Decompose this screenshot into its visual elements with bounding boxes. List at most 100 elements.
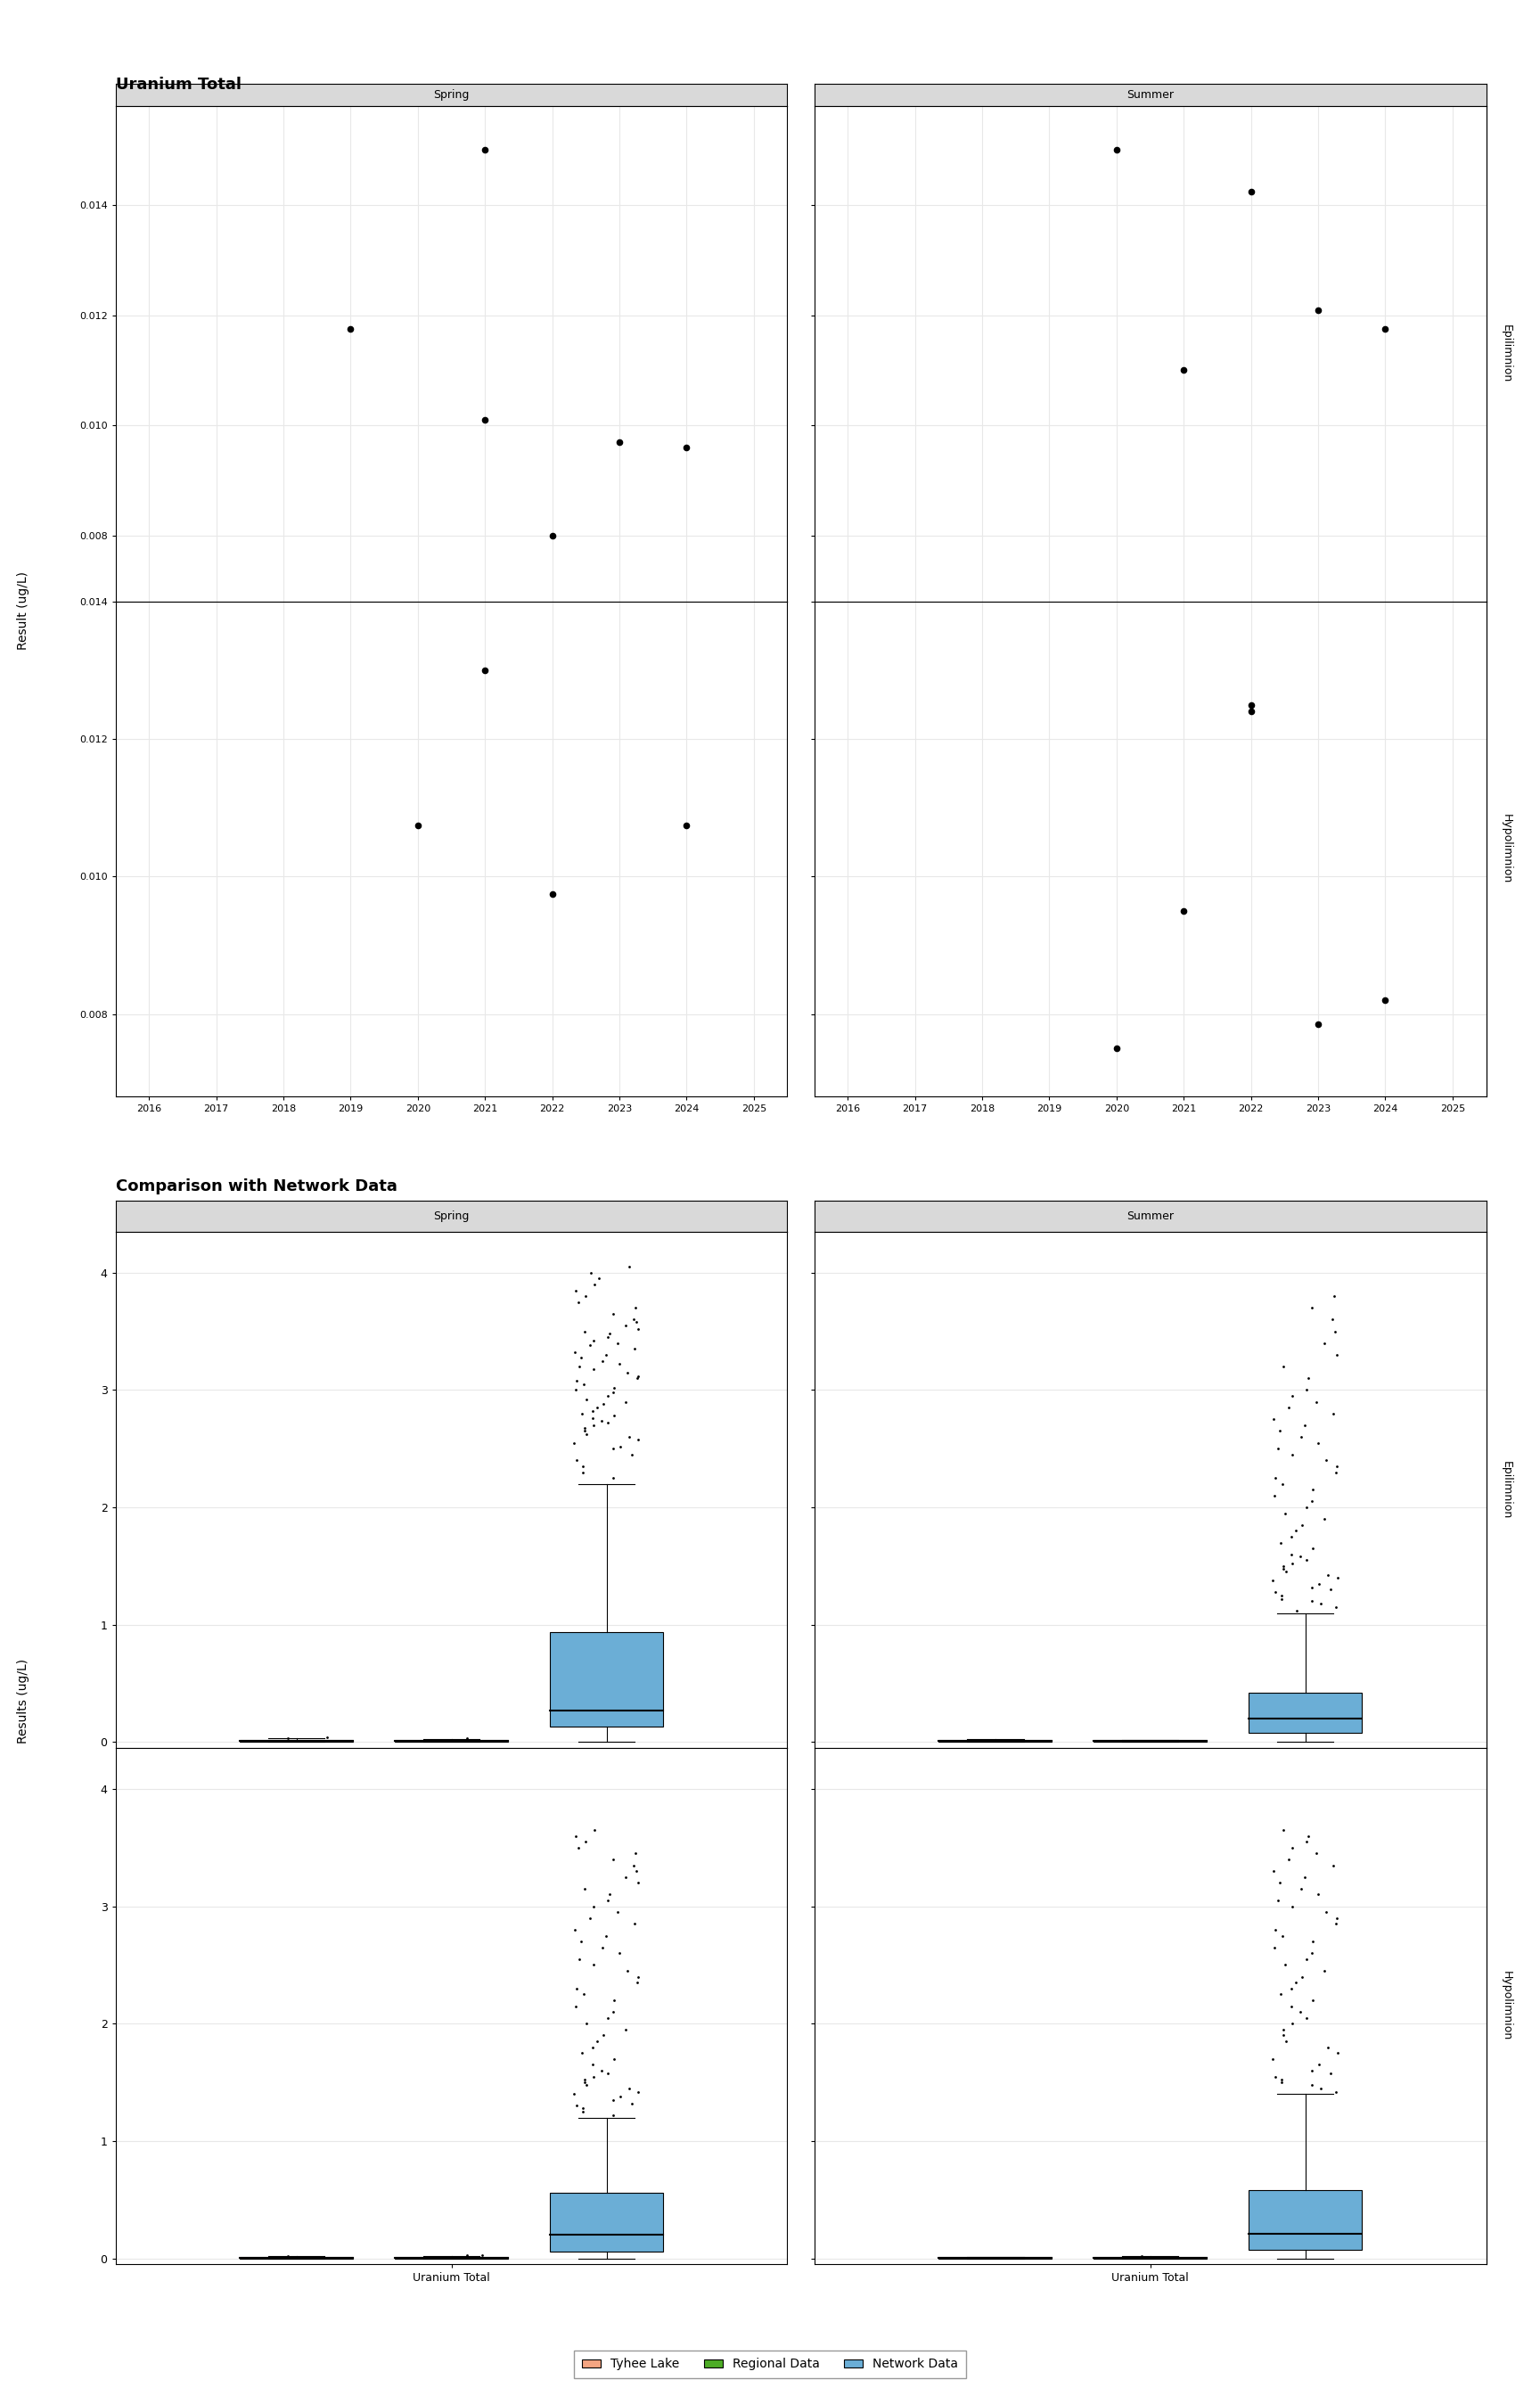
Point xyxy=(1324,1447,1349,1486)
Point xyxy=(570,1394,594,1433)
Point xyxy=(1261,1399,1286,1438)
Bar xyxy=(550,2192,664,2252)
Point xyxy=(601,1430,625,1469)
Point xyxy=(601,2080,625,2118)
Point xyxy=(621,1301,645,1339)
Point xyxy=(1280,1828,1304,1866)
Point xyxy=(601,1373,625,1411)
Y-axis label: Epilimnion: Epilimnion xyxy=(1502,326,1512,383)
Point xyxy=(1267,1411,1292,1450)
Point xyxy=(590,2051,614,2089)
Point xyxy=(582,1265,607,1303)
Point xyxy=(1266,1430,1291,1469)
Point xyxy=(1324,1335,1349,1373)
Point xyxy=(601,1459,625,1498)
Point xyxy=(627,1864,651,1902)
Point xyxy=(602,1368,627,1406)
Point xyxy=(574,2005,599,2044)
Point xyxy=(618,2070,642,2108)
Point xyxy=(591,2017,616,2056)
Point xyxy=(1104,1030,1129,1069)
Point xyxy=(1269,1524,1294,1562)
Point xyxy=(624,1835,648,1874)
Point xyxy=(473,400,497,438)
Point xyxy=(627,2073,651,2111)
Point xyxy=(1172,352,1197,391)
Point xyxy=(605,1325,630,1363)
Point xyxy=(1272,1548,1297,1586)
Point xyxy=(605,1893,630,1931)
Point xyxy=(590,1402,614,1440)
Point xyxy=(573,1411,598,1450)
Text: Results (ug/L): Results (ug/L) xyxy=(17,1658,29,1744)
Point xyxy=(1300,2065,1324,2104)
Point xyxy=(339,309,363,347)
Point xyxy=(1289,1869,1314,1907)
Point xyxy=(602,1981,627,2020)
Point xyxy=(1272,1495,1297,1533)
Point xyxy=(1324,2073,1349,2111)
Point xyxy=(585,2022,610,2061)
Point xyxy=(1297,1359,1321,1397)
Point xyxy=(562,1910,587,1948)
Point xyxy=(1321,1277,1346,1315)
Point xyxy=(1263,1572,1287,1610)
Point xyxy=(1274,2022,1298,2061)
Point xyxy=(564,2087,588,2125)
Point xyxy=(1315,2027,1340,2065)
Point xyxy=(675,429,699,467)
Point xyxy=(562,1332,587,1371)
Point xyxy=(594,1917,619,1955)
Point xyxy=(1324,1589,1349,1627)
Point xyxy=(1269,1579,1294,1617)
Point xyxy=(627,1311,651,1349)
Point xyxy=(578,1900,602,1938)
Point xyxy=(1263,1459,1287,1498)
Point xyxy=(1294,1941,1318,1979)
Point xyxy=(1289,1993,1314,2032)
Point xyxy=(616,1248,641,1287)
Point xyxy=(1300,1981,1324,2020)
Point xyxy=(607,1934,631,1972)
Point xyxy=(1129,2235,1153,2274)
Point xyxy=(1312,1500,1337,1538)
Point xyxy=(1272,1347,1297,1385)
Point xyxy=(581,2027,605,2065)
Point xyxy=(1318,1569,1343,1608)
Point xyxy=(582,1811,607,1850)
Point xyxy=(1270,1464,1295,1502)
Point xyxy=(1291,1505,1315,1543)
Point xyxy=(596,1881,621,1919)
Point xyxy=(622,1330,647,1368)
Point xyxy=(1324,1560,1349,1598)
Point xyxy=(571,1447,596,1486)
Point xyxy=(625,1356,650,1394)
Text: Summer: Summer xyxy=(1127,89,1173,101)
Point xyxy=(1104,132,1129,170)
Point xyxy=(601,1294,625,1332)
Point xyxy=(276,2235,300,2274)
Point xyxy=(573,1313,598,1351)
Point xyxy=(1294,1823,1318,1862)
Point xyxy=(598,1315,622,1354)
Point xyxy=(602,1397,627,1435)
Point xyxy=(1292,1406,1317,1445)
Point xyxy=(607,422,631,460)
Point xyxy=(1261,1929,1286,1967)
Point xyxy=(581,2058,605,2096)
Point xyxy=(574,2065,599,2104)
Bar xyxy=(1249,1692,1361,1732)
Point xyxy=(591,1385,616,1423)
Point xyxy=(1263,2058,1287,2096)
Point xyxy=(625,1962,650,2001)
Point xyxy=(567,1828,591,1866)
Point xyxy=(618,1418,642,1457)
Point xyxy=(614,1354,639,1392)
Point xyxy=(1280,1545,1304,1584)
Point xyxy=(1278,1536,1303,1574)
Point xyxy=(1294,1371,1318,1409)
Point xyxy=(314,1718,339,1756)
Point xyxy=(1274,1553,1298,1591)
Point xyxy=(613,1306,638,1344)
Point xyxy=(624,1303,648,1342)
